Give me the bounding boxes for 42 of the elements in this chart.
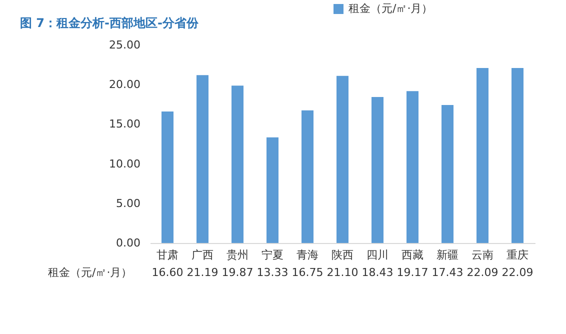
data-label: 19.87 (222, 266, 254, 279)
data-label: 18.43 (362, 266, 394, 279)
data-label: 13.33 (256, 266, 288, 279)
bar (302, 110, 314, 243)
bar (266, 137, 278, 243)
x-tick-label: 四川 (366, 248, 388, 262)
bar (442, 104, 454, 243)
y-tick-label: 20.00 (109, 78, 140, 92)
data-label: 16.75 (292, 266, 324, 279)
x-tick-label: 青海 (296, 248, 318, 262)
bar (512, 68, 524, 243)
x-tick-label: 甘肃 (156, 248, 178, 262)
x-tick-label: 重庆 (506, 248, 528, 262)
text: 租金（元/㎡·月） (48, 266, 132, 279)
data-label: 21.10 (326, 266, 358, 279)
data-label: 22.09 (466, 266, 498, 279)
x-tick-label: 宁夏 (262, 248, 284, 262)
data-label: 17.43 (432, 266, 464, 279)
x-tick-label: 新疆 (436, 248, 458, 262)
y-tick-label: 10.00 (109, 157, 140, 170)
legend-label: 租金（元/㎡·月） (348, 2, 433, 15)
x-tick-label: 贵州 (226, 248, 248, 262)
data-label: 22.09 (502, 266, 534, 279)
data-label: 19.17 (396, 266, 428, 279)
data-label: 21.19 (186, 266, 218, 279)
x-tick-label: 广西 (192, 248, 214, 262)
bar (232, 86, 244, 243)
x-tick-label: 西藏 (402, 248, 424, 262)
bar (372, 97, 384, 243)
data-label: 16.60 (152, 266, 184, 279)
x-tick-label: 云南 (472, 248, 494, 262)
y-tick-label: 15.00 (109, 118, 140, 131)
chart-title: 图 7：租金分析-西部地区-分省份 (20, 16, 200, 30)
bar (196, 75, 208, 243)
y-tick-label: 25.00 (109, 38, 140, 52)
bar (336, 76, 348, 243)
bar (476, 68, 488, 243)
bar (162, 112, 174, 243)
y-tick-label: 5.00 (116, 196, 140, 210)
y-tick-label: 0.00 (116, 236, 140, 250)
bar (406, 91, 418, 243)
x-tick-label: 陕西 (332, 248, 354, 262)
